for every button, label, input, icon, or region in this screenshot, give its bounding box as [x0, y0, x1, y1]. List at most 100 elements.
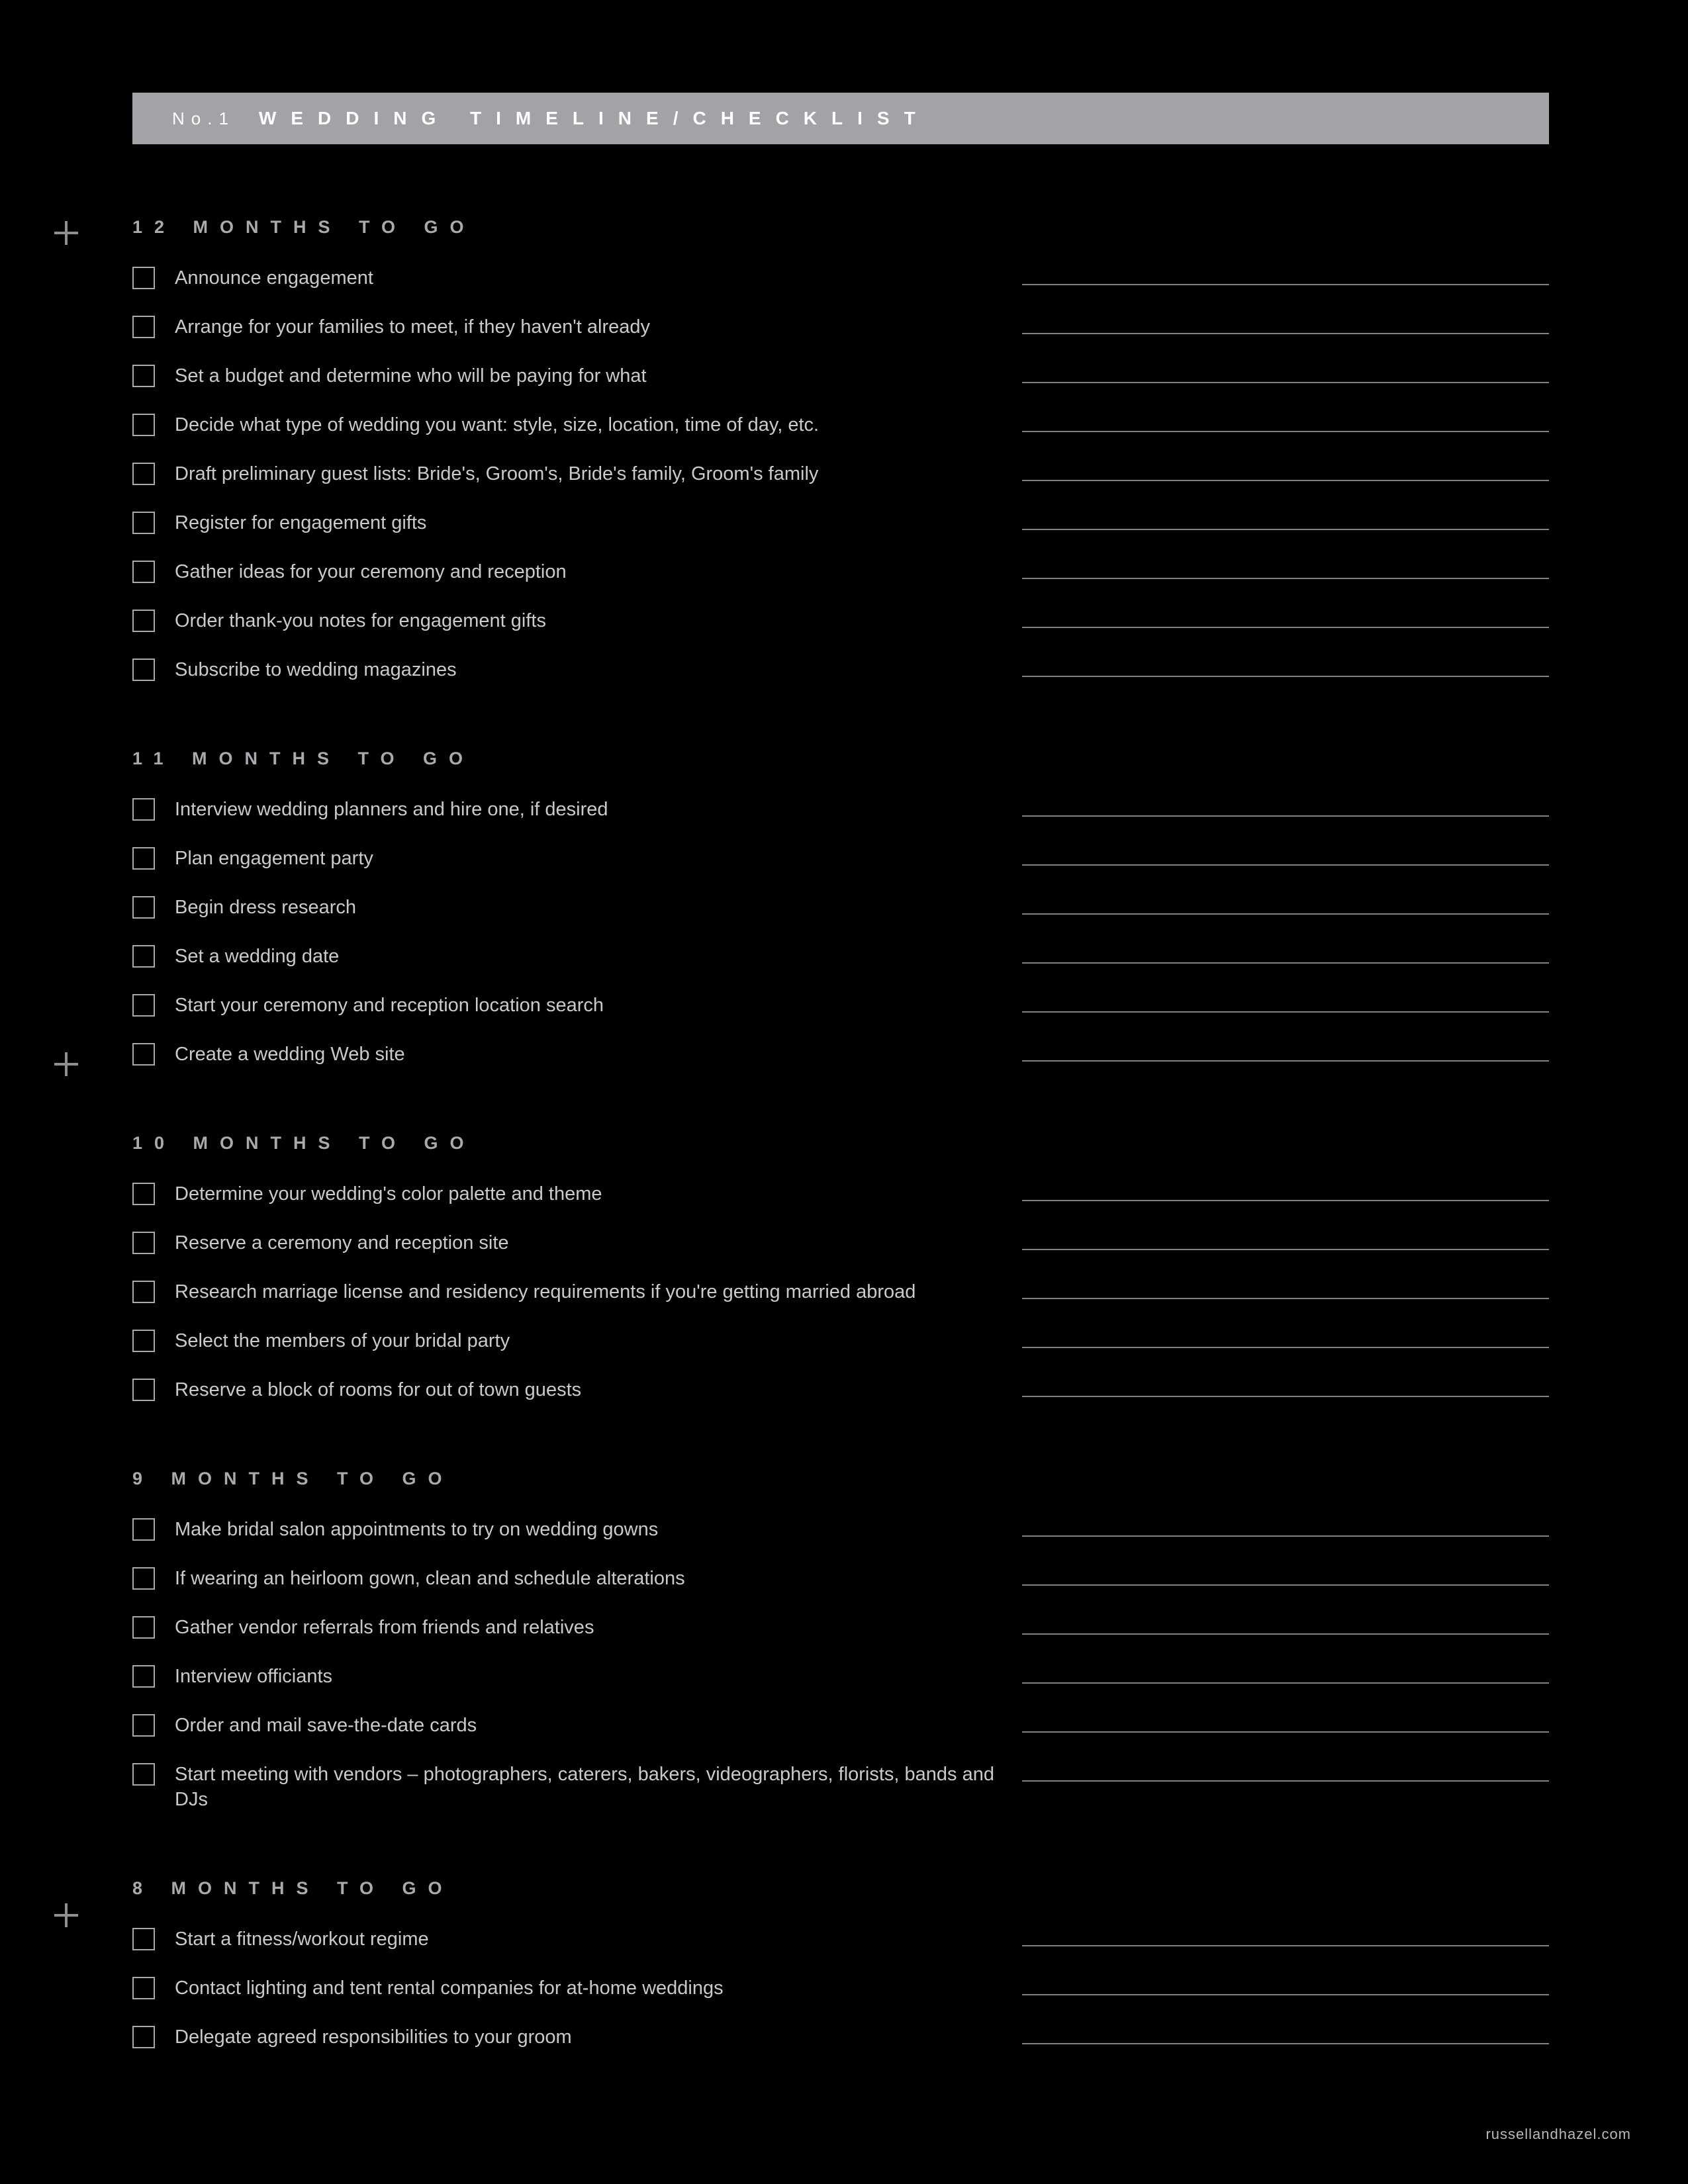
note-line: [1022, 412, 1549, 432]
title-bar: No.1 WEDDING TIMELINE/CHECKLIST: [132, 93, 1549, 144]
checklist-row: Decide what type of wedding you want: st…: [132, 412, 1549, 437]
checklist-item-text: Select the members of your bridal party: [175, 1328, 1022, 1353]
checklist-item-text: Make bridal salon appointments to try on…: [175, 1517, 1022, 1542]
checklist-item-text: Begin dress research: [175, 895, 1022, 920]
plus-icon: [52, 218, 81, 248]
checklist-row: Subscribe to wedding magazines: [132, 657, 1549, 682]
checkbox[interactable]: [132, 512, 155, 534]
checklist-row: Start meeting with vendors – photographe…: [132, 1762, 1549, 1812]
checklist-item-text: Reserve a ceremony and reception site: [175, 1230, 1022, 1255]
checkbox[interactable]: [132, 1183, 155, 1205]
checklist-item-text: Start your ceremony and reception locati…: [175, 993, 1022, 1018]
checklist-item-text: Plan engagement party: [175, 846, 1022, 871]
plus-icon: [52, 1050, 81, 1079]
checkbox[interactable]: [132, 1232, 155, 1254]
checklist-row: Make bridal salon appointments to try on…: [132, 1517, 1549, 1542]
note-line: [1022, 1181, 1549, 1201]
checklist-item-text: Determine your wedding's color palette a…: [175, 1181, 1022, 1206]
checkbox[interactable]: [132, 1616, 155, 1639]
checklist-item-text: Create a wedding Web site: [175, 1042, 1022, 1067]
section-heading: 9 MONTHS TO GO: [132, 1469, 1549, 1489]
checklist-item-text: Set a wedding date: [175, 944, 1022, 969]
checkbox[interactable]: [132, 365, 155, 387]
checklist-row: Research marriage license and residency …: [132, 1279, 1549, 1304]
checklist-row: If wearing an heirloom gown, clean and s…: [132, 1566, 1549, 1591]
checkbox[interactable]: [132, 1043, 155, 1066]
note-line: [1022, 1927, 1549, 1946]
checkbox[interactable]: [132, 1977, 155, 1999]
checkbox[interactable]: [132, 610, 155, 632]
checklist-item-text: Research marriage license and residency …: [175, 1279, 1022, 1304]
plus-icon: [52, 1901, 81, 1930]
section-heading: 8 MONTHS TO GO: [132, 1878, 1549, 1899]
note-line: [1022, 1328, 1549, 1348]
checkbox[interactable]: [132, 414, 155, 436]
checklist-item-text: Decide what type of wedding you want: st…: [175, 412, 1022, 437]
note-line: [1022, 608, 1549, 628]
checkbox[interactable]: [132, 994, 155, 1017]
checklist-row: Determine your wedding's color palette a…: [132, 1181, 1549, 1206]
checkbox[interactable]: [132, 1281, 155, 1303]
checklist-item-text: Start a fitness/workout regime: [175, 1927, 1022, 1952]
checklist-row: Reserve a ceremony and reception site: [132, 1230, 1549, 1255]
checkbox[interactable]: [132, 267, 155, 289]
checkbox[interactable]: [132, 463, 155, 485]
checklist-row: Begin dress research: [132, 895, 1549, 920]
checkbox[interactable]: [132, 1714, 155, 1737]
note-line: [1022, 1615, 1549, 1635]
checklist-row: Announce engagement: [132, 265, 1549, 291]
checkbox[interactable]: [132, 1330, 155, 1352]
checklist-item-text: Gather ideas for your ceremony and recep…: [175, 559, 1022, 584]
checkbox[interactable]: [132, 1379, 155, 1401]
checklist-item-text: Order thank-you notes for engagement gif…: [175, 608, 1022, 633]
note-line: [1022, 944, 1549, 964]
checkbox[interactable]: [132, 561, 155, 583]
checklist-item-text: Order and mail save-the-date cards: [175, 1713, 1022, 1738]
note-line: [1022, 797, 1549, 817]
note-line: [1022, 265, 1549, 285]
note-line: [1022, 461, 1549, 481]
checklist-row: Draft preliminary guest lists: Bride's, …: [132, 461, 1549, 486]
checkbox[interactable]: [132, 1763, 155, 1786]
section-heading: 10 MONTHS TO GO: [132, 1133, 1549, 1154]
note-line: [1022, 1566, 1549, 1586]
checklist-item-text: Interview officiants: [175, 1664, 1022, 1689]
checkbox[interactable]: [132, 316, 155, 338]
title-main: WEDDING TIMELINE/CHECKLIST: [259, 108, 930, 129]
page: No.1 WEDDING TIMELINE/CHECKLIST 12 MONTH…: [132, 93, 1549, 2073]
checklist-item-text: Subscribe to wedding magazines: [175, 657, 1022, 682]
note-line: [1022, 2025, 1549, 2044]
section-heading: 11 MONTHS TO GO: [132, 749, 1549, 769]
checklist-row: Order thank-you notes for engagement gif…: [132, 608, 1549, 633]
checkbox[interactable]: [132, 1665, 155, 1688]
note-line: [1022, 1762, 1549, 1782]
checklist-row: Delegate agreed responsibilities to your…: [132, 2025, 1549, 2050]
section: 8 MONTHS TO GO Start a fitness/workout re…: [132, 1878, 1549, 2050]
checkbox[interactable]: [132, 2026, 155, 2048]
note-line: [1022, 314, 1549, 334]
checklist-row: Register for engagement gifts: [132, 510, 1549, 535]
note-line: [1022, 993, 1549, 1013]
checkbox[interactable]: [132, 847, 155, 870]
checkbox[interactable]: [132, 896, 155, 919]
checklist-row: Reserve a block of rooms for out of town…: [132, 1377, 1549, 1402]
checklist-item-text: Start meeting with vendors – photographe…: [175, 1762, 1022, 1812]
checkbox[interactable]: [132, 945, 155, 968]
checklist-item-text: Announce engagement: [175, 265, 1022, 291]
note-line: [1022, 657, 1549, 677]
checkbox[interactable]: [132, 1518, 155, 1541]
note-line: [1022, 1517, 1549, 1537]
section-heading: 12 MONTHS TO GO: [132, 217, 1549, 238]
checkbox[interactable]: [132, 1567, 155, 1590]
section: 10 MONTHS TO GO Determine your wedding's …: [132, 1133, 1549, 1402]
checklist-item-text: Set a budget and determine who will be p…: [175, 363, 1022, 388]
checklist-row: Arrange for your families to meet, if th…: [132, 314, 1549, 340]
checklist-row: Contact lighting and tent rental compani…: [132, 1976, 1549, 2001]
checkbox[interactable]: [132, 798, 155, 821]
note-line: [1022, 1230, 1549, 1250]
checkbox[interactable]: [132, 659, 155, 681]
checkbox[interactable]: [132, 1928, 155, 1950]
note-line: [1022, 1713, 1549, 1733]
checklist-item-text: If wearing an heirloom gown, clean and s…: [175, 1566, 1022, 1591]
checklist-item-text: Contact lighting and tent rental compani…: [175, 1976, 1022, 2001]
